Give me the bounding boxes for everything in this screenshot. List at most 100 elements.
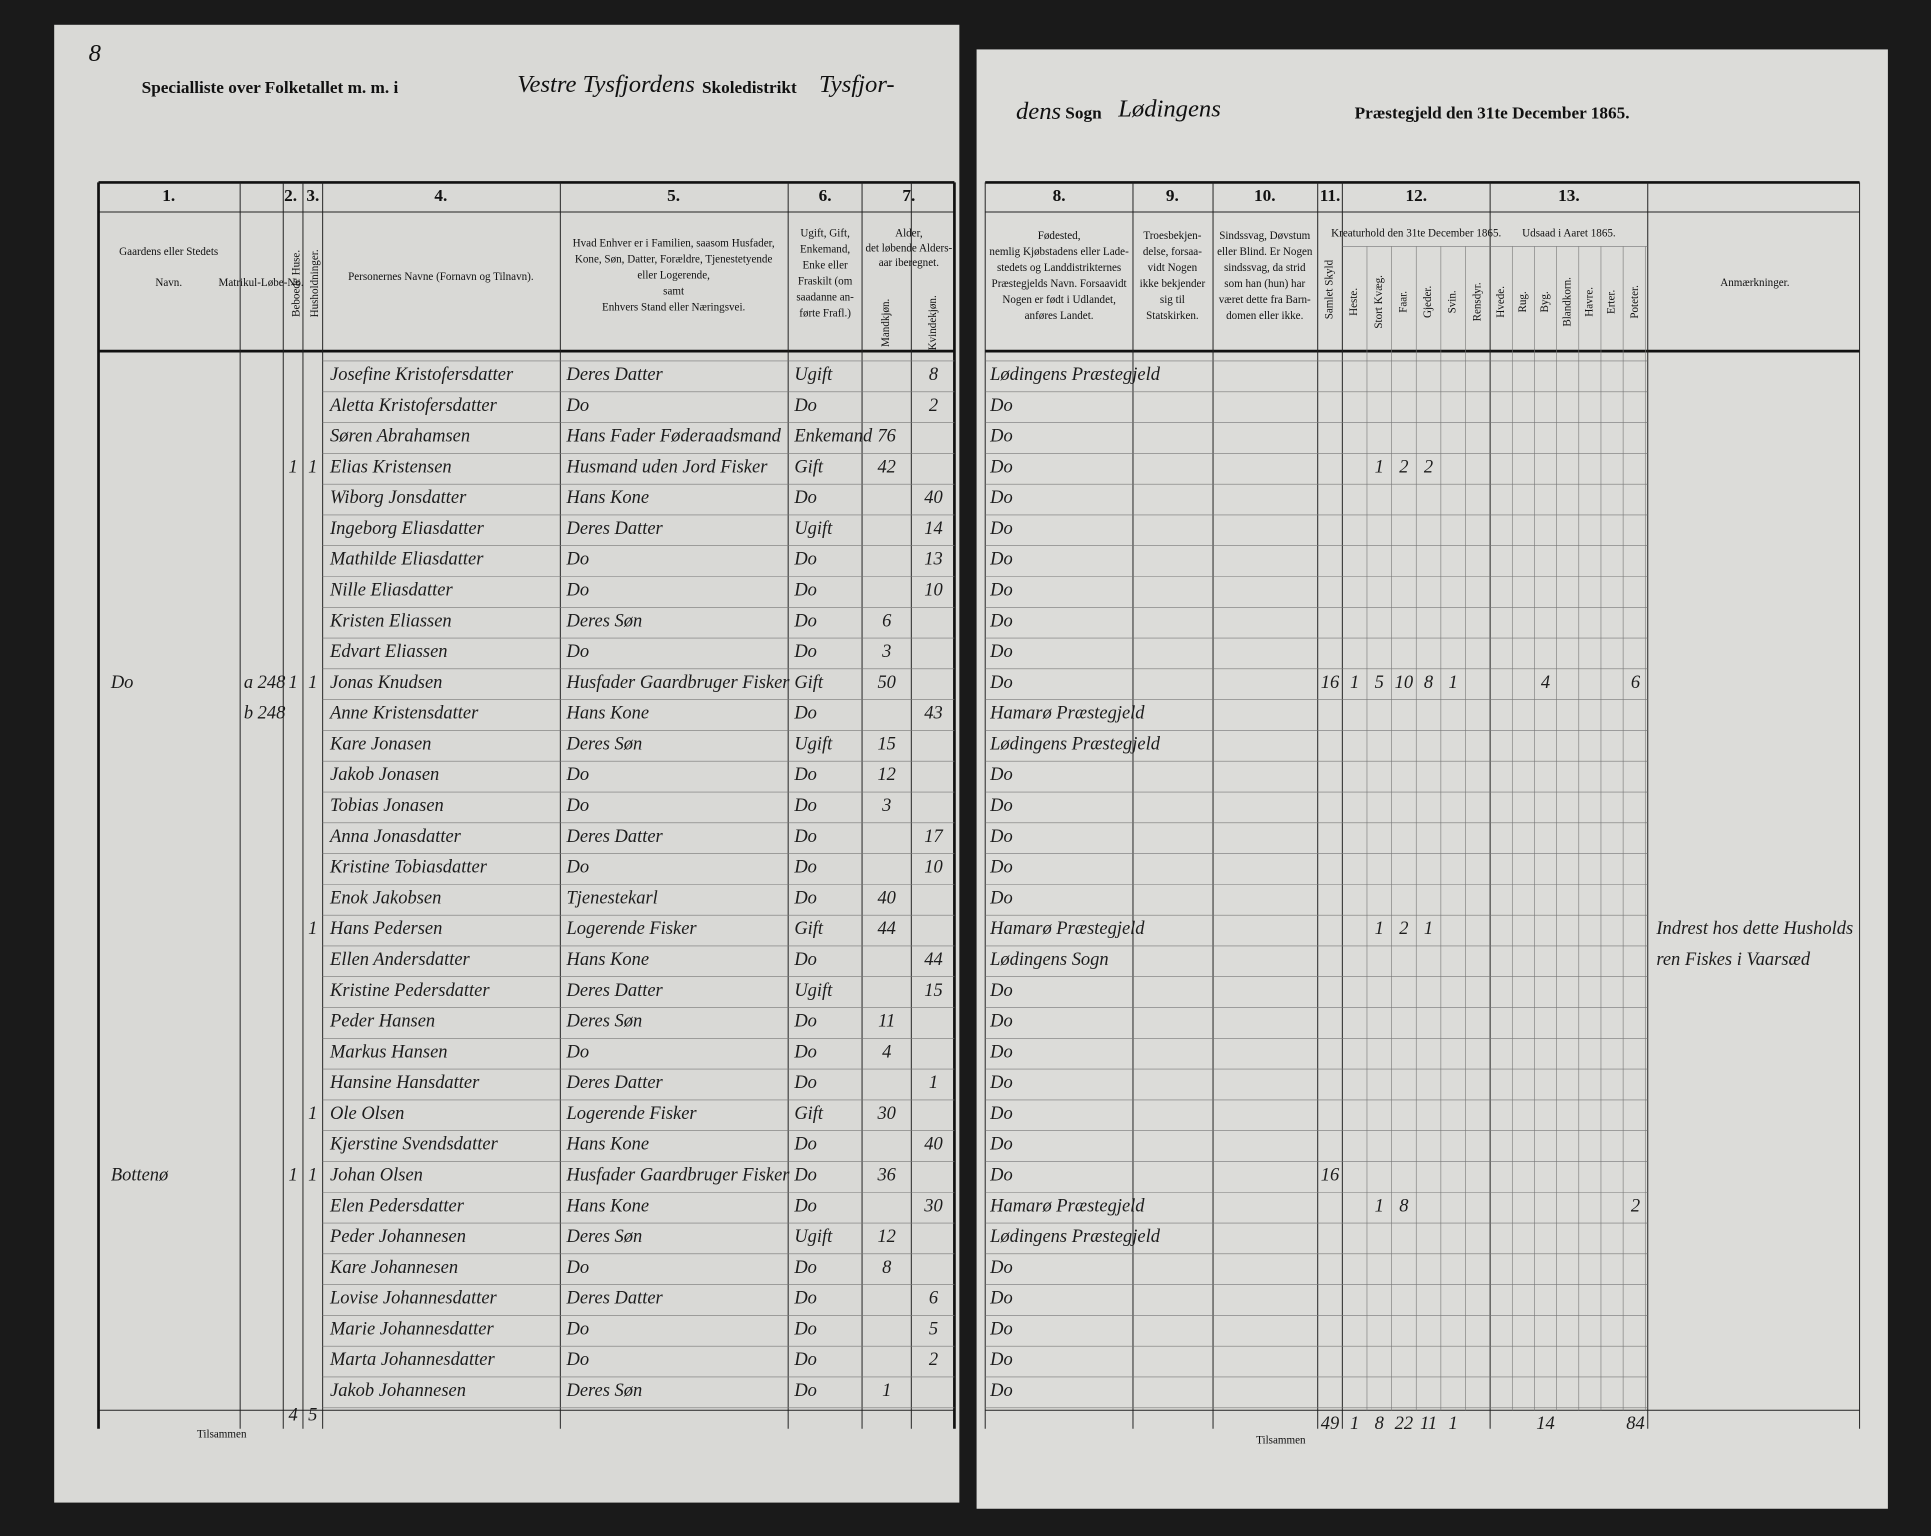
col-header: Enhvers Stand eller Næringsvei. xyxy=(602,302,746,314)
birthplace: Lødingens Præstegjeld xyxy=(989,364,1161,384)
family-role: Husfader Gaardbruger Fisker xyxy=(565,1164,790,1184)
age-male: 8 xyxy=(882,1257,892,1277)
family-role: Deres Søn xyxy=(565,610,642,630)
age-female: 10 xyxy=(924,857,942,877)
col-header: Beboede Huse. xyxy=(290,250,302,317)
person-name: Edvart Eliassen xyxy=(329,641,447,661)
total-tax: 49 xyxy=(1321,1413,1339,1433)
birthplace: Lødingens Præstegjeld xyxy=(989,733,1161,753)
col-header: Statskirken. xyxy=(1146,310,1199,322)
col-header: Rensdyr. xyxy=(1471,282,1483,321)
person-name: Mathilde Eliasdatter xyxy=(329,549,484,569)
title-printed: Skoledistrikt xyxy=(702,78,797,97)
age-female: 2 xyxy=(929,1349,938,1369)
marital-status: Do xyxy=(793,610,817,630)
person-name: Lovise Johannesdatter xyxy=(329,1288,498,1308)
birthplace: Hamarø Præstegjeld xyxy=(989,703,1145,723)
content: 8 Specialliste over Folketallet m. m. i Ve… xyxy=(89,40,1861,1447)
family-role: Do xyxy=(565,1318,589,1338)
age-female: 10 xyxy=(924,580,942,600)
family-role: Tjenestekarl xyxy=(566,887,657,907)
person-name: Elen Pedersdatter xyxy=(329,1195,465,1215)
marital-status: Do xyxy=(793,641,817,661)
marital-status: Gift xyxy=(794,456,824,476)
family-role: Do xyxy=(565,641,589,661)
family-role: Husfader Gaardbruger Fisker xyxy=(565,672,790,692)
family-role: Hans Kone xyxy=(565,1134,649,1154)
family-role: Do xyxy=(565,580,589,600)
stock-value: 1 xyxy=(1375,456,1384,476)
age-female: 2 xyxy=(929,395,938,415)
age-male: 6 xyxy=(882,610,892,630)
age-female: 5 xyxy=(929,1318,938,1338)
total-households: 5 xyxy=(308,1405,317,1425)
col-header: delse, forsaa- xyxy=(1143,246,1202,258)
total-stock: 8 xyxy=(1375,1413,1385,1433)
person-name: Kare Jonasen xyxy=(329,733,431,753)
stock-value: 8 xyxy=(1424,672,1434,692)
col-header: som han (hun) har xyxy=(1224,278,1305,290)
birthplace: Do xyxy=(989,887,1013,907)
marital-status: Do xyxy=(793,949,817,969)
right-page xyxy=(976,49,1888,1509)
col-header: det løbende Alders- xyxy=(865,242,952,254)
totals-label: Tilsammen xyxy=(197,1428,247,1440)
col-header: Enke eller xyxy=(802,260,848,272)
col-header: eller Blind. Er Nogen xyxy=(1217,246,1313,258)
age-male: 12 xyxy=(877,1226,895,1246)
birthplace: Do xyxy=(989,1349,1013,1369)
matrikul-no: b 248 xyxy=(244,703,286,723)
stock-value: 5 xyxy=(1375,672,1384,692)
left-page xyxy=(54,24,960,1503)
family-role: Do xyxy=(565,549,589,569)
column-number: 13. xyxy=(1558,186,1580,205)
family-role: Deres Datter xyxy=(565,826,663,846)
birthplace: Lødingens Sogn xyxy=(989,949,1109,969)
col-header: Havre. xyxy=(1583,287,1595,317)
col-header: Stort Kvæg. xyxy=(1373,275,1385,329)
age-male: 4 xyxy=(882,1041,891,1061)
column-number: 3. xyxy=(306,186,319,205)
title-handwritten: Lødingens xyxy=(1117,96,1221,123)
age-male: 11 xyxy=(878,1011,895,1031)
col-header: Sindssvag, Døvstum xyxy=(1219,230,1310,242)
col-header: Husholdninger. xyxy=(309,249,321,317)
col-header: Rug. xyxy=(1517,291,1529,312)
marital-status: Do xyxy=(793,1164,817,1184)
marital-status: Ugift xyxy=(794,1226,833,1246)
person-name: Hans Pedersen xyxy=(329,918,442,938)
houses: 1 xyxy=(288,456,297,476)
age-female: 44 xyxy=(924,949,942,969)
birthplace: Do xyxy=(989,1103,1013,1123)
col-header: Poteter. xyxy=(1629,285,1641,319)
age-female: 8 xyxy=(929,364,939,384)
col-header: nemlig Kjøbstadens eller Lade- xyxy=(989,246,1129,258)
farm-name: Bottenø xyxy=(111,1164,169,1184)
birthplace: Do xyxy=(989,1011,1013,1031)
family-role: Do xyxy=(565,764,589,784)
marital-status: Do xyxy=(793,1041,817,1061)
person-name: Jonas Knudsen xyxy=(330,672,442,692)
title-printed: Specialliste over Folketallet m. m. i xyxy=(142,78,399,97)
family-role: Deres Søn xyxy=(565,733,642,753)
person-name: Marta Johannesdatter xyxy=(329,1349,495,1369)
col-header: Personernes Navne (Fornavn og Tilnavn). xyxy=(348,271,534,283)
person-name: Tobias Jonasen xyxy=(330,795,444,815)
col-header: saadanne an- xyxy=(796,292,854,304)
birthplace: Do xyxy=(989,980,1013,1000)
birthplace: Do xyxy=(989,641,1013,661)
person-name: Kjerstine Svendsdatter xyxy=(329,1134,499,1154)
birthplace: Do xyxy=(989,580,1013,600)
family-role: Deres Datter xyxy=(565,980,663,1000)
column-number: 12. xyxy=(1405,186,1427,205)
col-header: Udsaad i Aaret 1865. xyxy=(1522,228,1616,240)
birthplace: Do xyxy=(989,549,1013,569)
column-number: 4. xyxy=(434,186,447,205)
col-header: Heste. xyxy=(1348,288,1360,316)
col-header: Erter. xyxy=(1606,290,1618,315)
col-header: førte Frafl.) xyxy=(799,308,851,320)
marital-status: Do xyxy=(793,1011,817,1031)
total-stock: 84 xyxy=(1626,1413,1644,1433)
stock-value: 2 xyxy=(1631,1195,1640,1215)
